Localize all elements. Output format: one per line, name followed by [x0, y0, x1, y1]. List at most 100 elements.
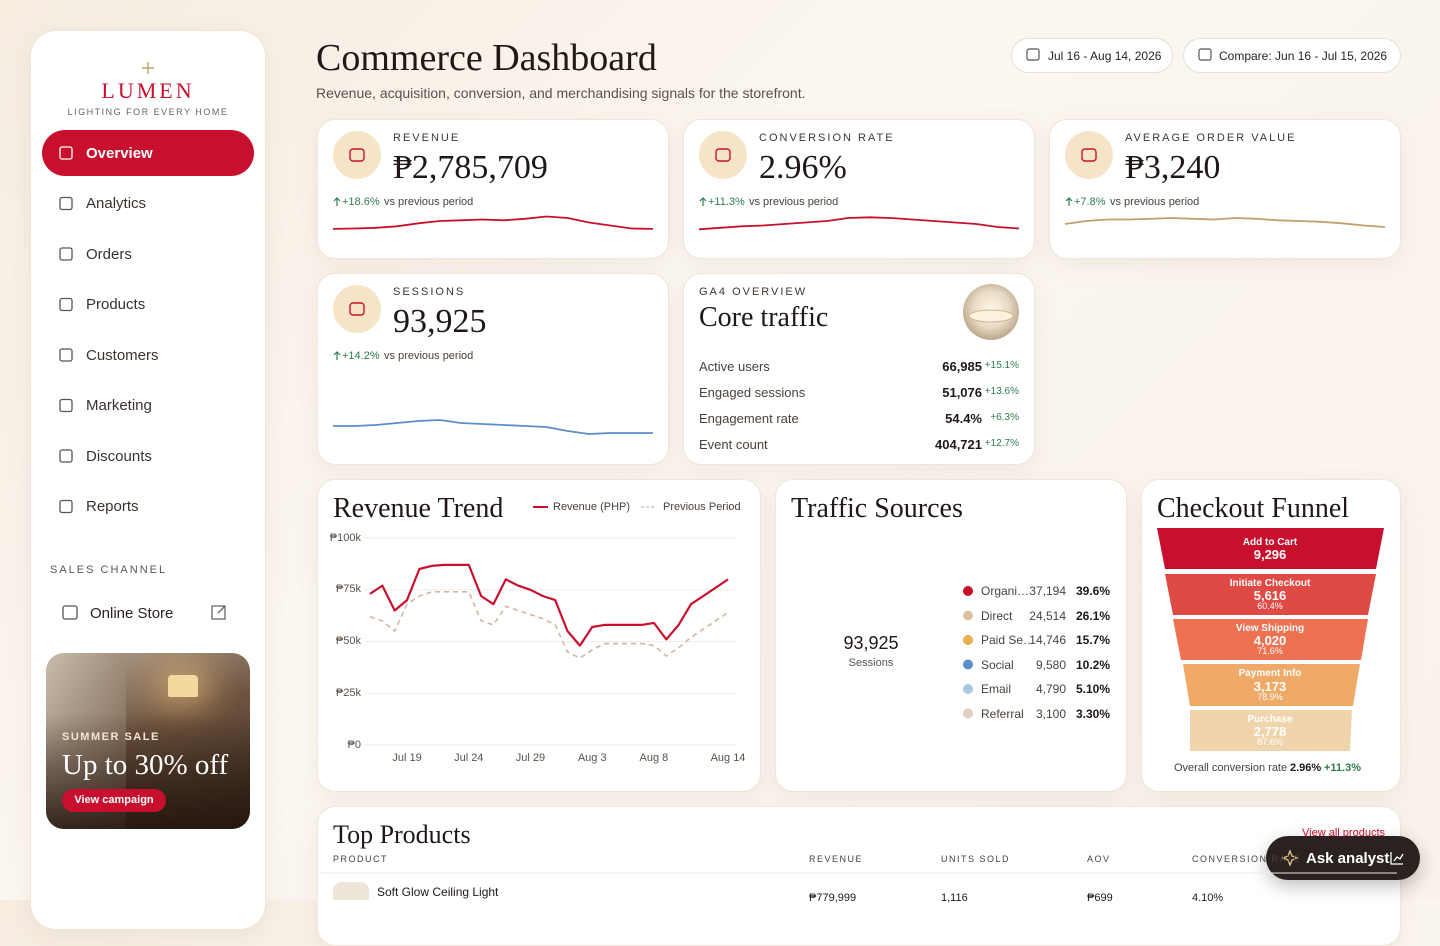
column-header: PRODUCT — [333, 853, 388, 864]
metric-label: Active users — [699, 358, 770, 374]
table-cell: ₱699 — [1087, 891, 1113, 904]
kpi-value: ₱3,240 — [1125, 149, 1221, 186]
column-header: UNITS SOLD — [941, 853, 1011, 864]
funnel-step-name: View Shipping — [1235, 622, 1305, 634]
x-tick-label: Jul 29 — [515, 751, 546, 764]
source-name: Email — [981, 682, 1012, 696]
page-title: Commerce Dashboard — [316, 37, 657, 79]
funnel-step-value: 3,173 — [1253, 678, 1287, 694]
section-title: SALES CHANNEL — [50, 563, 168, 576]
lamp — [168, 675, 198, 697]
source-name: Social — [981, 657, 1014, 672]
metric-change: +12.7% — [984, 438, 1019, 449]
y-tick-label: ₱50k — [335, 635, 361, 647]
source-name: Referral — [981, 706, 1024, 721]
metric-change: +15.1% — [984, 360, 1019, 371]
source-name: Direct — [981, 608, 1013, 623]
source-sessions: 4,790 — [1035, 682, 1066, 696]
metric-value: 66,985 — [942, 358, 982, 374]
kpi-label: REVENUE — [393, 131, 461, 144]
column-header: REVENUE — [809, 853, 864, 864]
nav-item[interactable]: Customers — [86, 346, 159, 364]
column-header: AOV — [1087, 853, 1111, 864]
y-tick-label: ₱75k — [335, 583, 361, 596]
funnel-step-value: 2,778 — [1253, 724, 1287, 739]
x-tick-label: Aug 14 — [710, 751, 746, 764]
tagline: LIGHTING FOR EVERY HOME — [67, 106, 229, 117]
funnel-footer-value: 2.96% — [1290, 761, 1322, 774]
kpi-note: vs previous period — [384, 195, 474, 208]
table-cell: 4.10% — [1192, 891, 1224, 904]
metric-label: Engaged sessions — [699, 384, 806, 400]
y-tick-label: ₱0 — [347, 738, 361, 751]
y-tick-label: ₱25k — [335, 686, 361, 699]
ga4-title: Core traffic — [699, 302, 829, 333]
nav-item[interactable]: Marketing — [86, 397, 152, 414]
channel-link[interactable]: Online Store — [90, 604, 174, 622]
view-all-link[interactable]: View all products — [1302, 826, 1385, 839]
nav-item[interactable]: Analytics — [86, 195, 147, 212]
source-sessions: 14,746 — [1029, 633, 1066, 647]
top-products-card — [317, 806, 1401, 946]
promo-button[interactable] — [62, 789, 166, 812]
metric-label: Event count — [699, 436, 768, 452]
x-tick-label: Aug 8 — [639, 751, 669, 764]
page-subtitle: Revenue, acquisition, conversion, and me… — [316, 85, 806, 101]
promo-eyebrow: SUMMER SALE — [62, 730, 160, 743]
kpi-label: CONVERSION RATE — [759, 131, 895, 144]
funnel-step-name: Purchase — [1247, 713, 1293, 725]
funnel-footer-label: Overall conversion rate — [1174, 761, 1288, 774]
card-title: Top Products — [333, 820, 471, 849]
kpi-value: ₱2,785,709 — [393, 149, 548, 186]
y-tick-label: ₱100k — [329, 531, 361, 544]
source-share: 10.2% — [1075, 657, 1110, 672]
column-header: CONVERSION RATE — [1192, 853, 1301, 864]
nav-item[interactable]: Discounts — [86, 447, 152, 465]
date-range[interactable]: Jul 16 - Aug 14, 2026 — [1048, 49, 1162, 63]
x-tick-label: Jul 24 — [454, 751, 484, 764]
nav-item[interactable]: Overview — [86, 144, 153, 162]
source-sessions: 37,194 — [1029, 584, 1066, 598]
nav-item[interactable]: Orders — [86, 245, 132, 263]
metric-change: +13.6% — [984, 386, 1019, 397]
funnel-step-name: Payment Info — [1238, 668, 1302, 679]
promo-button-label[interactable]: View campaign — [74, 793, 154, 806]
traffic-total: 93,925 — [843, 633, 899, 653]
kpi-note: vs previous period — [384, 349, 474, 362]
compare-range[interactable]: Compare: Jun 16 - Jul 15, 2026 — [1219, 49, 1388, 63]
funnel-footer-change: +11.3% — [1324, 761, 1362, 774]
kpi-change: +7.8% — [1074, 195, 1106, 208]
card-title: Revenue Trend — [333, 493, 504, 524]
kpi-change: +18.6% — [342, 195, 380, 208]
metric-value: 54.4% — [945, 410, 982, 426]
compare-picker[interactable] — [1183, 38, 1401, 73]
promo-headline: Up to 30% off — [62, 748, 229, 781]
funnel-step-value: 5,616 — [1253, 588, 1287, 603]
nav-item[interactable]: Products — [86, 296, 146, 313]
kpi-change: +11.3% — [708, 195, 745, 208]
kpi-label: SESSIONS — [393, 285, 466, 298]
active-nav[interactable] — [42, 130, 254, 176]
source-share: 15.7% — [1075, 633, 1110, 647]
traffic-card — [775, 479, 1127, 792]
source-share: 3.30% — [1075, 706, 1110, 721]
kpi-label: AVERAGE ORDER VALUE — [1125, 131, 1297, 144]
revenue-trend-card — [317, 479, 761, 792]
nav-item[interactable]: Reports — [86, 498, 139, 515]
metric-label: Engagement rate — [699, 410, 799, 426]
funnel-step-rate: 78.9% — [1257, 691, 1283, 702]
kpi-note: vs previous period — [1110, 195, 1200, 208]
table-cell: ₱779,999 — [809, 891, 857, 904]
x-tick-label: Aug 3 — [577, 751, 607, 764]
ask-analyst-label[interactable]: Ask analyst — [1306, 849, 1390, 867]
source-share: 26.1% — [1075, 608, 1110, 623]
funnel-step-rate: 71.6% — [1257, 646, 1283, 656]
source-name: Organi… — [981, 584, 1030, 598]
brand: LUMEN — [101, 78, 195, 103]
ga4-eyebrow: GA4 OVERVIEW — [699, 285, 808, 298]
traffic-total-label: Sessions — [848, 656, 894, 669]
promo-card[interactable] — [46, 653, 250, 829]
funnel-step-value: 9,296 — [1253, 547, 1287, 562]
kpi-card — [317, 273, 669, 465]
